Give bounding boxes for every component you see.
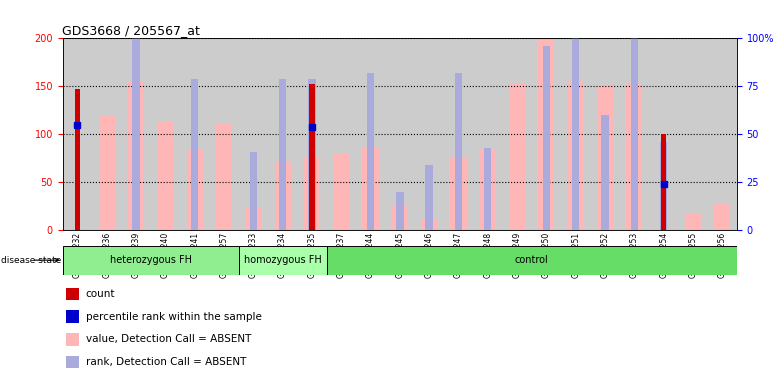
Bar <box>626 84 642 230</box>
Bar <box>99 116 114 230</box>
Bar <box>67 310 79 323</box>
Bar <box>362 147 379 230</box>
Bar <box>543 46 550 230</box>
Bar <box>187 150 203 230</box>
Bar <box>158 122 173 230</box>
Text: disease state: disease state <box>2 256 61 265</box>
Bar <box>63 246 238 275</box>
Bar <box>67 333 79 346</box>
Bar <box>367 73 374 230</box>
Bar <box>601 115 608 230</box>
Bar <box>597 86 613 230</box>
Bar <box>191 79 198 230</box>
Text: heterozygous FH: heterozygous FH <box>110 255 191 265</box>
Bar <box>455 73 462 230</box>
Bar <box>509 83 525 230</box>
Bar <box>426 165 433 230</box>
Bar <box>245 207 261 230</box>
Bar <box>249 152 257 230</box>
Text: percentile rank within the sample: percentile rank within the sample <box>85 311 262 322</box>
Text: count: count <box>85 289 115 299</box>
Bar <box>309 84 314 230</box>
Bar <box>216 123 232 230</box>
Bar <box>396 192 404 230</box>
Bar <box>128 82 144 230</box>
Bar <box>568 82 584 230</box>
Bar <box>304 157 320 230</box>
Bar <box>480 150 495 230</box>
Bar <box>274 161 291 230</box>
Bar <box>279 79 286 230</box>
Bar <box>67 288 79 300</box>
Bar <box>74 89 80 230</box>
Text: rank, Detection Call = ABSENT: rank, Detection Call = ABSENT <box>85 357 246 367</box>
Bar <box>484 148 492 230</box>
Bar <box>333 154 349 230</box>
Bar <box>421 220 437 230</box>
Bar <box>132 17 140 230</box>
Text: GDS3668 / 205567_at: GDS3668 / 205567_at <box>62 24 200 37</box>
Bar <box>308 79 315 230</box>
Bar <box>450 158 466 230</box>
Bar <box>572 0 579 230</box>
Bar <box>685 214 701 230</box>
Text: control: control <box>515 255 549 265</box>
Bar <box>67 356 79 369</box>
Bar <box>630 27 638 230</box>
Bar <box>661 134 666 230</box>
Bar <box>238 246 327 275</box>
Bar <box>392 207 408 230</box>
Text: value, Detection Call = ABSENT: value, Detection Call = ABSENT <box>85 334 251 344</box>
Bar <box>539 38 554 230</box>
Bar <box>327 246 737 275</box>
Bar <box>714 204 731 230</box>
Text: homozygous FH: homozygous FH <box>244 255 321 265</box>
Bar <box>660 142 667 230</box>
